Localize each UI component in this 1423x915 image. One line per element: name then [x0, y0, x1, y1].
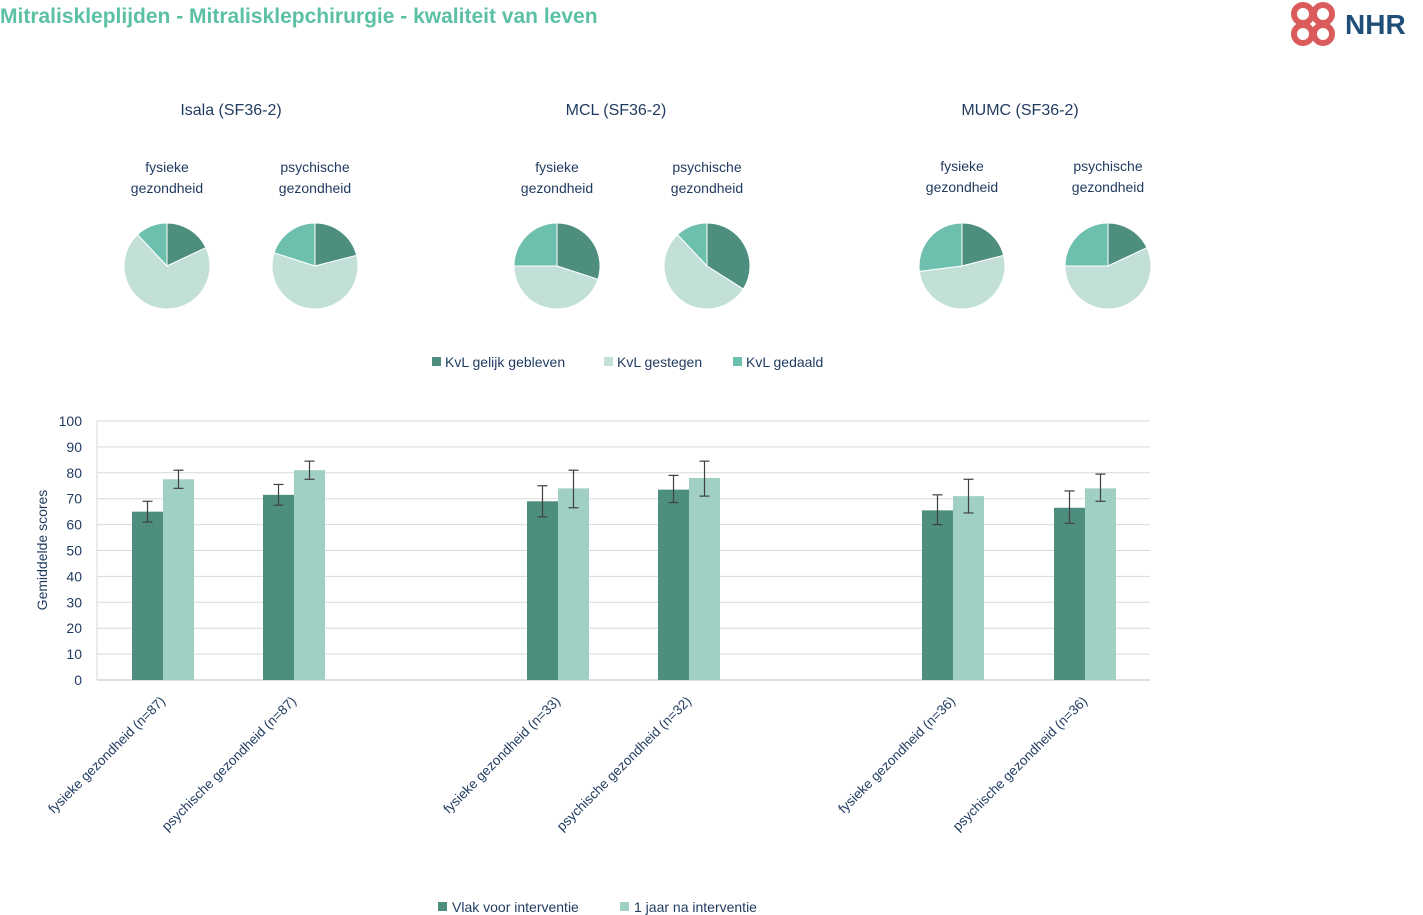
pie-slice — [961, 222, 1005, 267]
pie-group-title: Isala (SF36-2) — [180, 102, 281, 119]
y-tick-label: 70 — [66, 491, 82, 507]
nhr-logo: NHR — [1291, 2, 1406, 46]
pie-label: gezondheid — [671, 180, 743, 196]
y-tick-label: 60 — [66, 517, 82, 533]
bar — [163, 479, 194, 680]
pie-slice — [166, 222, 207, 267]
bar — [294, 470, 325, 680]
pie-slice — [556, 222, 601, 280]
pie-slice — [273, 222, 316, 267]
pie-slice — [136, 222, 168, 268]
pie-slice — [918, 222, 963, 272]
x-tick-label: psychische gezondheid (n=36) — [950, 694, 1090, 834]
nhr-heart-icon — [1291, 2, 1335, 46]
pie-slice — [1064, 247, 1152, 310]
x-tick-label: psychische gezondheid (n=87) — [159, 694, 299, 834]
y-axis-label: Gemiddelde scores — [34, 490, 50, 611]
bar — [1054, 507, 1085, 680]
y-tick-label: 20 — [66, 620, 82, 636]
bar — [689, 477, 720, 680]
pie-legend-swatch — [733, 357, 742, 366]
bar-legend-label: 1 jaar na interventie — [634, 899, 757, 915]
pie-legend-label: KvL gedaald — [746, 354, 823, 370]
pie-label: psychische — [1073, 158, 1142, 174]
y-tick-label: 40 — [66, 568, 82, 584]
pie-slice — [123, 233, 211, 310]
page-title: Mitraliskleplijden - Mitralisklepchirurg… — [0, 5, 598, 28]
y-tick-label: 0 — [74, 672, 82, 688]
pie-slice — [513, 222, 558, 267]
bar-legend-label: Vlak voor interventie — [452, 899, 579, 915]
bar — [922, 510, 953, 680]
x-tick-label: fysieke gezondheid (n=33) — [440, 694, 563, 817]
pie-slice — [314, 222, 358, 267]
pie-slice — [1064, 222, 1109, 267]
y-tick-label: 30 — [66, 594, 82, 610]
bar — [132, 511, 163, 680]
pie-label: gezondheid — [131, 180, 203, 196]
pie-group-title: MUMC (SF36-2) — [961, 102, 1078, 119]
y-tick-label: 90 — [66, 439, 82, 455]
pie-legend-swatch — [432, 357, 441, 366]
pie-slice — [1107, 222, 1148, 267]
y-tick-label: 80 — [66, 465, 82, 481]
pie-label: gezondheid — [926, 179, 998, 195]
pie-label: fysieke — [145, 159, 189, 175]
bar-legend-swatch — [620, 902, 629, 911]
pie-label: psychische — [280, 159, 349, 175]
bar — [1085, 488, 1116, 680]
bar-legend-swatch — [438, 902, 447, 911]
pie-slice — [513, 265, 599, 310]
pie-legend-label: KvL gelijk gebleven — [445, 354, 565, 370]
x-tick-label: fysieke gezondheid (n=36) — [835, 694, 958, 817]
bar — [953, 496, 984, 680]
bar — [558, 488, 589, 680]
logo-text: NHR — [1345, 9, 1406, 40]
y-tick-label: 10 — [66, 646, 82, 662]
y-tick-label: 50 — [66, 543, 82, 559]
pie-slice — [271, 252, 359, 310]
x-tick-label: fysieke gezondheid (n=87) — [45, 694, 168, 817]
bar — [658, 489, 689, 680]
pie-label: gezondheid — [1072, 179, 1144, 195]
pie-slice — [676, 222, 708, 268]
x-tick-label: psychische gezondheid (n=32) — [554, 694, 694, 834]
y-tick-label: 100 — [59, 413, 83, 429]
pie-slice — [663, 233, 745, 310]
bar — [263, 494, 294, 680]
pie-label: gezondheid — [279, 180, 351, 196]
pie-label: fysieke — [940, 158, 984, 174]
pie-label: fysieke — [535, 159, 579, 175]
pie-label: gezondheid — [521, 180, 593, 196]
pie-legend-label: KvL gestegen — [617, 354, 702, 370]
pie-label: psychische — [672, 159, 741, 175]
pie-legend-swatch — [604, 357, 613, 366]
bar — [527, 501, 558, 680]
pie-group-title: MCL (SF36-2) — [566, 102, 667, 119]
